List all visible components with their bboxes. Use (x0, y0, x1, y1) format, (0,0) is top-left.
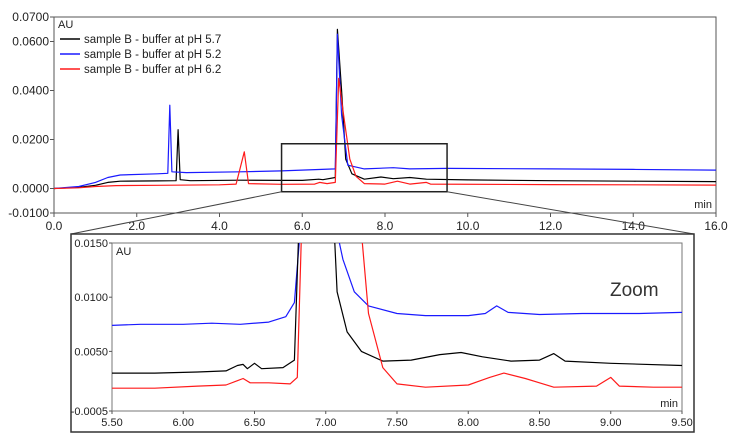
zoom-y-tick-label: -0.0005 (71, 406, 108, 418)
x-tick-label: 14.0 (622, 219, 646, 233)
legend: sample B - buffer at pH 5.7 sample B - bu… (55, 31, 255, 85)
x-tick-label: 12.0 (539, 219, 563, 233)
zoom-connector-lines (70, 191, 695, 235)
legend-label-1: sample B - buffer at pH 5.7 (84, 34, 221, 46)
y-tick-label: -0.0100 (8, 206, 49, 220)
series-line-3 (53, 77, 717, 190)
zoom-series-line-3 (112, 243, 682, 389)
zoom-x-tick-label: 8.00 (458, 417, 479, 429)
zoom-panel-frame (70, 233, 695, 433)
x-tick-label: 8.0 (377, 219, 394, 233)
zoom-x-tick-label: 7.50 (386, 417, 407, 429)
x-tick-label: 0.0 (46, 219, 63, 233)
zoom-x-axis-unit-label: min (660, 398, 678, 410)
zoom-chromatogram: 5.50 6.00 6.50 7.00 7.50 8.00 8.50 9.00 9.50 -0.0… (70, 233, 695, 433)
zoom-x-tick-label: 5.50 (101, 417, 122, 429)
x-tick-label: 16.0 (704, 219, 728, 233)
zoom-series-group (112, 243, 682, 389)
legend-label-2: sample B - buffer at pH 5.2 (84, 49, 221, 61)
zoom-x-tick-label: 6.50 (244, 417, 265, 429)
y-tick-label: 0.0600 (12, 35, 49, 49)
zoom-connector-left (70, 191, 282, 235)
y-tick-label: 0.0000 (12, 182, 49, 196)
zoom-y-tick-label: 0.0100 (74, 292, 108, 304)
zoom-y-tick-label: 0.0050 (74, 346, 108, 358)
zoom-y-axis-unit-label: AU (116, 246, 131, 258)
main-chromatogram: 0.0 2.0 4.0 6.0 8.0 10.0 12.0 14.0 16.0 -0.0100 0.… (8, 10, 728, 233)
legend-label-3: sample B - buffer at pH 6.2 (84, 64, 221, 76)
zoom-x-tick-label: 8.50 (529, 417, 550, 429)
zoom-y-tick-label: 0.0150 (74, 238, 108, 250)
zoom-x-tick-label: 9.00 (600, 417, 621, 429)
legend-background (55, 31, 255, 85)
x-axis-unit-label: min (694, 199, 712, 211)
x-tick-label: 4.0 (211, 219, 228, 233)
zoom-x-tick-label: 7.00 (315, 417, 336, 429)
zoom-connector-right (446, 191, 695, 235)
zoom-series-line-2 (112, 243, 682, 374)
x-tick-label: 2.0 (128, 219, 145, 233)
zoom-annotation: Zoom (610, 280, 659, 301)
x-tick-label: 6.0 (294, 219, 311, 233)
series-line-1 (53, 28, 717, 190)
y-tick-label: 0.0400 (12, 84, 49, 98)
y-tick-label: 0.0200 (12, 133, 49, 147)
zoom-x-tick-label: 9.50 (671, 417, 692, 429)
x-tick-label: 10.0 (456, 219, 480, 233)
zoom-region-box (280, 143, 448, 193)
zoom-x-tick-label: 6.00 (173, 417, 194, 429)
zoom-series-line-1 (112, 243, 682, 326)
y-axis-unit-label: AU (58, 19, 73, 31)
y-tick-label: 0.0700 (12, 10, 49, 24)
